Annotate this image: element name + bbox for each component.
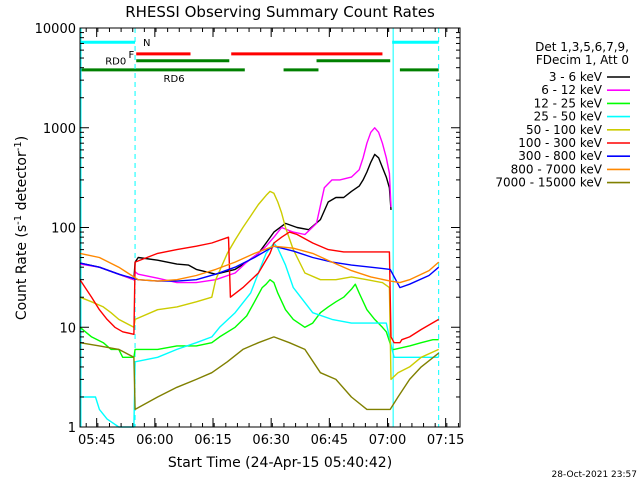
y-axis-label-exp1: -1 <box>13 215 24 225</box>
series-line <box>79 190 439 381</box>
flag-label: RD0 <box>105 57 126 68</box>
x-tick-label: 07:15 <box>427 433 464 448</box>
y-tick-label: 10000 <box>35 22 76 37</box>
x-tick-label: 06:45 <box>311 433 348 448</box>
x-tick-label: 05:45 <box>78 433 115 448</box>
x-tick-label: 06:00 <box>136 433 173 448</box>
x-axis-label: Start Time (24-Apr-15 05:40:42) <box>168 455 392 471</box>
flag-label: N <box>143 38 150 49</box>
legend-label: 300 - 800 keV <box>518 149 602 163</box>
legend-label: 50 - 100 keV <box>526 123 603 137</box>
x-tick-label: 07:00 <box>369 433 406 448</box>
chart-title: RHESSI Observing Summary Count Rates <box>125 3 435 21</box>
y-tick-label: 1 <box>68 421 76 436</box>
series-line <box>79 153 392 281</box>
legend-label: 12 - 25 keV <box>534 96 603 110</box>
flag-label: F <box>128 50 134 61</box>
legend-header-line-2: FDecim 1, Att 0 <box>536 53 629 67</box>
legend: Det 1,3,5,6,7,9, FDecim 1, Att 0 3 - 6 k… <box>495 40 630 190</box>
legend-label: 25 - 50 keV <box>534 110 603 124</box>
axes: 05:45 06:00 06:15 06:30 06:45 07:00 07:15 1 10 10… <box>35 22 465 448</box>
y-tick-label: 1000 <box>43 122 76 137</box>
legend-label: 800 - 7000 keV <box>511 162 603 176</box>
y-axis-label-main: Count Rate (s <box>14 225 30 320</box>
x-tick-label: 06:30 <box>252 433 289 448</box>
legend-header-line-1: Det 1,3,5,6,7,9, <box>535 40 629 54</box>
y-tick-label: 100 <box>51 222 76 237</box>
legend-label: 7000 - 15000 keV <box>495 176 602 190</box>
y-tick-label: 10 <box>59 321 76 336</box>
series-line <box>79 279 439 358</box>
legend-label: 100 - 300 keV <box>518 136 602 150</box>
footer-date: 28-Oct-2021 23:57 <box>552 470 637 480</box>
series-line <box>79 336 440 411</box>
y-axis-label: Count Rate (s-1 detector-1) <box>13 136 30 320</box>
x-tick-label: 06:15 <box>194 433 231 448</box>
legend-label: 6 - 12 keV <box>541 83 603 97</box>
series-line <box>79 231 440 344</box>
series-line <box>79 127 392 284</box>
y-axis-label-exp2: -1 <box>13 141 24 151</box>
series-line <box>79 245 440 284</box>
y-axis-label-end: ) <box>14 136 30 141</box>
flag-label: RD6 <box>164 74 185 85</box>
legend-label: 3 - 6 keV <box>549 70 603 84</box>
y-axis-label-mid: detector <box>14 151 30 215</box>
series-layer <box>79 127 440 428</box>
